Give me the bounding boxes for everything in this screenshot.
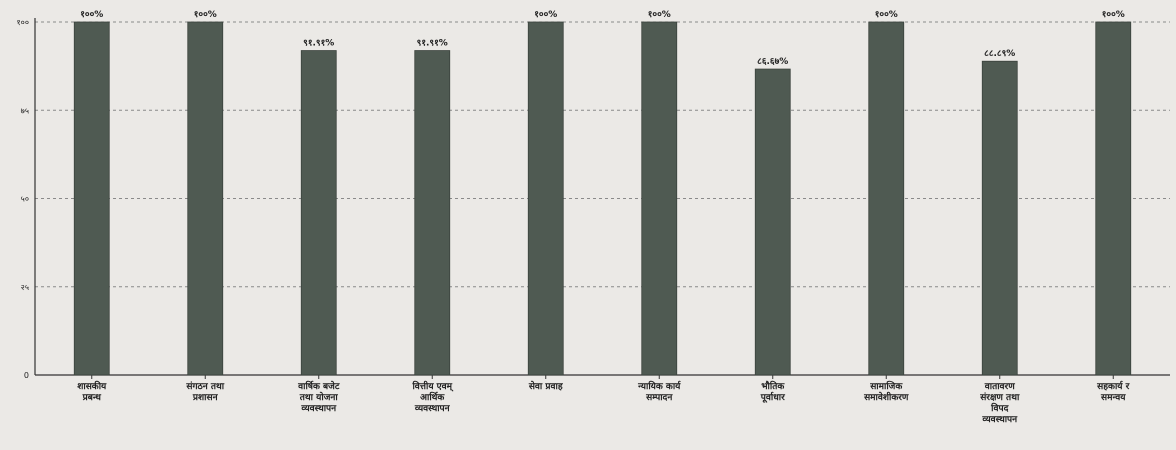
bar <box>868 21 905 376</box>
x-tick-label: वार्षिक बजेट तथा योजना व्यवस्थापन <box>297 380 340 414</box>
bar <box>414 50 451 376</box>
bar <box>300 50 337 376</box>
y-tick-label: ५० <box>21 195 29 204</box>
labels: 0 २५ ५० ७५ १०० १००% शासकीय प्रबन्ध १००% संगठन तथा… <box>17 10 1130 425</box>
bar <box>187 21 224 376</box>
bar-value-label: ९१.९१% <box>303 39 334 49</box>
x-tick-label: संगठन तथा प्रशासन <box>185 381 224 403</box>
bar <box>527 21 564 376</box>
bar-value-label: ८८.८९% <box>984 49 1015 59</box>
bar-value-label: ९१.९१% <box>417 39 448 49</box>
bars <box>73 21 1132 376</box>
bar <box>754 68 791 376</box>
x-tick-label: शासकीय प्रबन्ध <box>77 380 107 403</box>
x-tick-label: सहकार्य र समन्वय <box>1096 380 1129 403</box>
y-tick-label: ७५ <box>21 106 29 115</box>
bar <box>981 60 1018 376</box>
axes <box>34 18 1170 379</box>
y-tick-label: 0 <box>24 371 29 380</box>
bar-value-label: १००% <box>194 10 217 20</box>
bar-value-label: १००% <box>80 10 103 20</box>
x-tick-label: वातावरण संरक्षण तथा विपद व्यवस्थापन <box>979 382 1020 425</box>
x-tick-label: सेवा प्रवाह <box>528 380 564 392</box>
x-tick-label: भौतिक पूर्वाधार <box>760 380 786 403</box>
bar-value-label: १००% <box>648 10 671 20</box>
y-tick-label: १०० <box>17 18 29 27</box>
x-tick-label: न्यायिक कार्य सम्पादन <box>637 380 681 403</box>
y-tick-label: २५ <box>21 283 29 292</box>
bar <box>641 21 678 376</box>
bar-value-label: १००% <box>1102 10 1125 20</box>
bar <box>1095 21 1132 376</box>
bar-value-label: १००% <box>875 10 898 20</box>
x-tick-label: वित्तीय एवम् आर्थिक व्यवस्थापन <box>411 380 454 414</box>
x-tick-label: सामाजिक समावेशीकरण <box>863 380 909 403</box>
bar-value-label: ८६.६७% <box>757 57 788 67</box>
bar-value-label: १००% <box>534 10 557 20</box>
bar <box>73 21 110 376</box>
